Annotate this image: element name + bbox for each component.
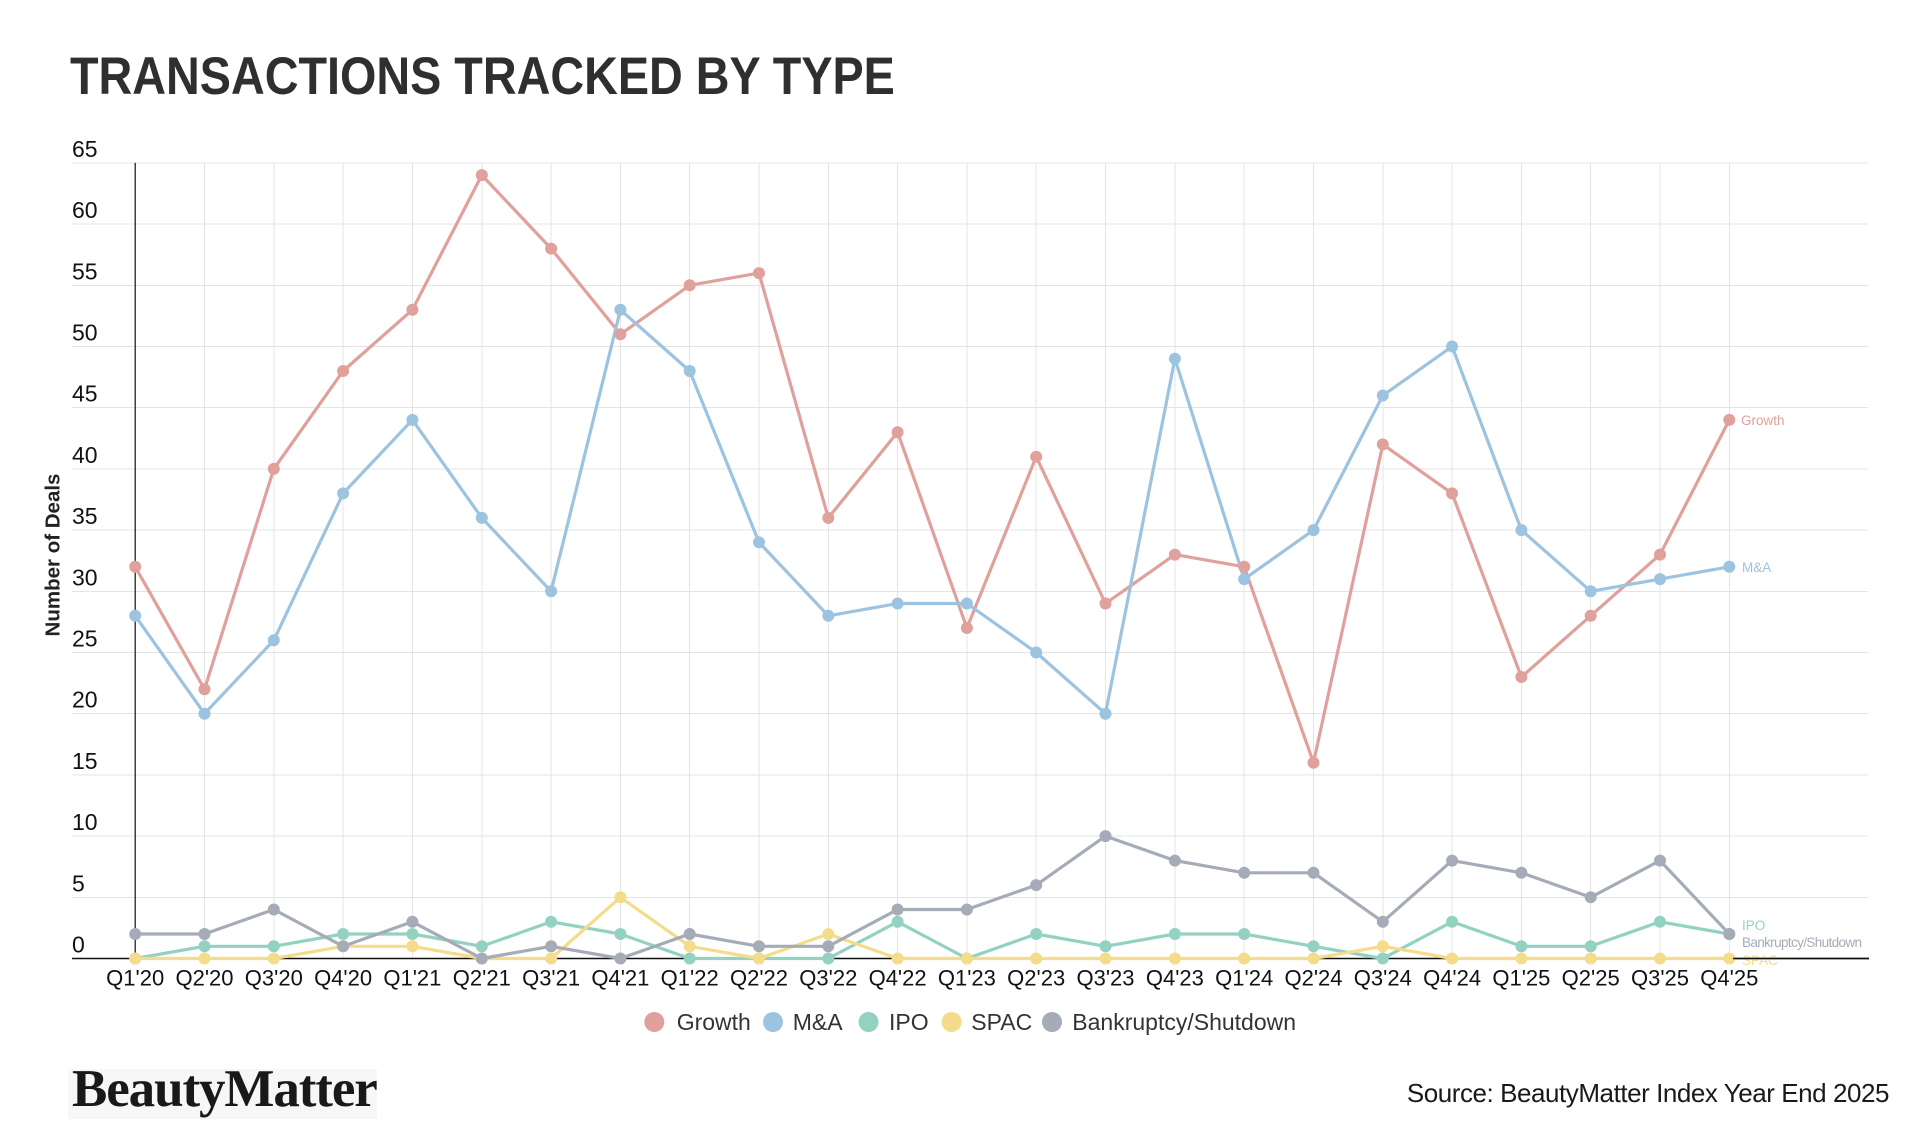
svg-text:Q3'24: Q3'24 (1354, 966, 1412, 991)
svg-text:Q4'24: Q4'24 (1423, 966, 1481, 991)
svg-text:50: 50 (72, 320, 98, 346)
svg-text:Q2'25: Q2'25 (1562, 966, 1620, 991)
svg-text:Q3'25: Q3'25 (1631, 966, 1689, 991)
svg-text:35: 35 (72, 503, 98, 529)
svg-text:Growth: Growth (677, 1009, 751, 1035)
svg-text:0: 0 (72, 932, 85, 958)
svg-text:Q3'23: Q3'23 (1076, 966, 1134, 991)
svg-text:Q2'20: Q2'20 (175, 966, 233, 991)
svg-text:15: 15 (72, 748, 98, 774)
svg-text:25: 25 (72, 626, 98, 652)
svg-text:Q4'21: Q4'21 (591, 966, 649, 991)
svg-text:Q1'23: Q1'23 (938, 966, 996, 991)
svg-text:IPO: IPO (889, 1009, 929, 1035)
svg-text:55: 55 (72, 258, 98, 284)
svg-text:Q2'23: Q2'23 (1007, 966, 1065, 991)
svg-text:Q1'25: Q1'25 (1492, 966, 1550, 991)
svg-text:60: 60 (72, 197, 98, 223)
svg-text:45: 45 (72, 381, 98, 407)
svg-text:Growth: Growth (1741, 413, 1785, 428)
svg-text:Q3'22: Q3'22 (799, 966, 857, 991)
svg-text:Q4'22: Q4'22 (869, 966, 927, 991)
svg-text:Q1'20: Q1'20 (106, 966, 164, 991)
svg-text:5: 5 (72, 870, 85, 896)
svg-text:SPAC: SPAC (1742, 953, 1778, 968)
svg-text:Q2'24: Q2'24 (1284, 966, 1342, 991)
svg-text:Q3'20: Q3'20 (245, 966, 303, 991)
svg-text:Q2'22: Q2'22 (730, 966, 788, 991)
svg-text:Q2'21: Q2'21 (453, 966, 511, 991)
svg-text:20: 20 (72, 687, 98, 713)
svg-text:Bankruptcy/Shutdown: Bankruptcy/Shutdown (1742, 935, 1862, 950)
svg-text:Q4'23: Q4'23 (1146, 966, 1204, 991)
svg-text:Q1'24: Q1'24 (1215, 966, 1273, 991)
svg-text:Number of Deals: Number of Deals (42, 474, 65, 637)
svg-text:Q1'21: Q1'21 (383, 966, 441, 991)
svg-text:Q4'25: Q4'25 (1700, 966, 1758, 991)
svg-text:Q1'22: Q1'22 (661, 966, 719, 991)
svg-text:40: 40 (72, 442, 98, 468)
svg-text:IPO: IPO (1742, 918, 1765, 933)
svg-text:M&A: M&A (1742, 560, 1771, 575)
svg-text:Q4'20: Q4'20 (314, 966, 372, 991)
svg-text:M&A: M&A (793, 1009, 844, 1035)
svg-text:10: 10 (72, 809, 98, 835)
svg-text:Q3'21: Q3'21 (522, 966, 580, 991)
svg-text:SPAC: SPAC (971, 1009, 1032, 1035)
svg-text:65: 65 (72, 136, 98, 162)
svg-text:Bankruptcy/Shutdown: Bankruptcy/Shutdown (1072, 1009, 1296, 1035)
svg-text:30: 30 (72, 564, 98, 590)
